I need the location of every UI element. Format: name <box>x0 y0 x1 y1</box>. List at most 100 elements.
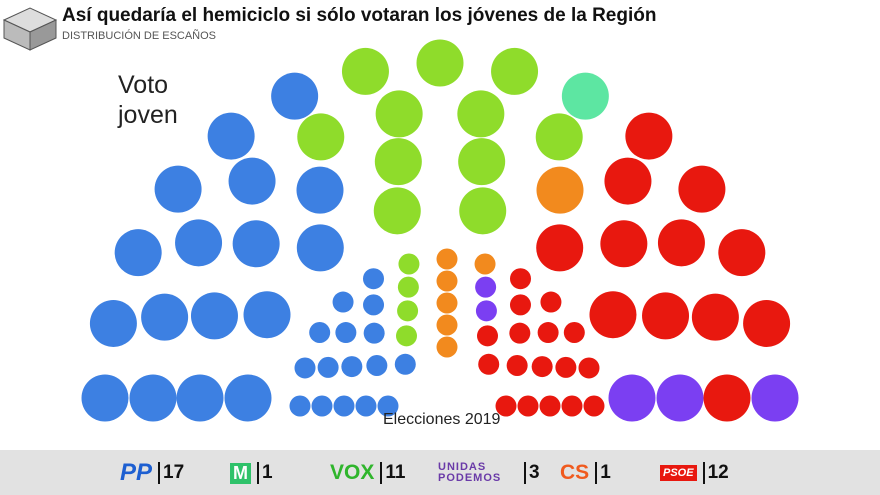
seat-count: 17 <box>158 462 184 484</box>
party-logo: VOX <box>330 461 375 484</box>
seat <box>114 229 162 277</box>
party-logo: PP <box>120 459 153 486</box>
chart <box>2 7 799 422</box>
seat <box>531 356 553 378</box>
seat <box>474 253 496 275</box>
seat-count: 11 <box>380 462 405 484</box>
seat <box>509 294 531 316</box>
seat <box>271 72 319 120</box>
seat <box>294 357 316 379</box>
seat <box>536 224 584 272</box>
seat <box>396 325 417 347</box>
seat <box>141 293 189 341</box>
seat <box>366 355 388 376</box>
seat <box>363 268 384 290</box>
legend-item: CS 1 <box>560 458 611 488</box>
seat <box>578 357 600 379</box>
seat <box>477 325 498 347</box>
seat <box>176 374 224 422</box>
seat <box>154 165 202 213</box>
seat <box>743 299 791 347</box>
seat <box>175 219 223 267</box>
legend: PP 17 VOX 11 M 1 CS 1 PSOE 12 UNIDAS PODEMOS 3 <box>0 450 880 495</box>
seat-count: 1 <box>595 462 611 484</box>
seat <box>561 72 609 120</box>
legend-item: VOX 11 <box>330 458 405 488</box>
seat <box>375 90 423 138</box>
seat <box>517 395 539 417</box>
seat <box>317 356 339 378</box>
party-logo: CS <box>560 461 590 484</box>
seat-count: 1 <box>257 462 273 484</box>
seat <box>228 157 276 205</box>
seat <box>363 294 385 316</box>
seat <box>509 322 531 344</box>
seat <box>436 336 458 358</box>
seat <box>129 374 177 422</box>
seat <box>341 47 389 95</box>
seat <box>475 300 497 322</box>
seat <box>394 353 416 375</box>
chart-label: Elecciones 2019 <box>383 411 501 428</box>
seat-count: 3 <box>524 462 540 484</box>
party-logo: UNIDAS PODEMOS <box>438 461 502 484</box>
seat <box>457 90 505 138</box>
seat <box>207 112 255 160</box>
seat <box>311 395 333 417</box>
seat <box>377 395 399 417</box>
seat <box>561 395 583 417</box>
seat <box>491 47 539 95</box>
seat <box>540 291 562 313</box>
seat <box>537 322 559 344</box>
party-logo: M <box>230 462 251 484</box>
seat <box>296 224 344 272</box>
legend-item: PSOE 12 <box>660 458 729 488</box>
seat <box>535 113 583 161</box>
seat <box>416 39 464 87</box>
seat <box>436 248 458 270</box>
legend-item: UNIDAS PODEMOS 3 <box>438 458 540 488</box>
seat <box>691 293 739 341</box>
seat-count: 12 <box>702 462 729 484</box>
seat <box>478 353 500 375</box>
seat <box>374 138 422 186</box>
seat <box>600 220 648 268</box>
seat <box>604 157 652 205</box>
party-logo: PSOE <box>660 465 697 481</box>
seat <box>436 270 458 292</box>
seat <box>458 138 506 186</box>
seat <box>296 166 344 214</box>
seat <box>555 356 577 378</box>
ballot-icon <box>2 7 58 51</box>
seat <box>642 292 690 340</box>
legend-item: PP 17 <box>120 458 184 488</box>
seat <box>373 187 421 235</box>
seat <box>289 395 311 417</box>
seat <box>397 276 419 298</box>
seat <box>475 276 497 298</box>
seat <box>608 374 656 422</box>
seat <box>506 355 528 376</box>
seat <box>539 395 561 417</box>
seat <box>397 300 419 322</box>
seat <box>232 220 280 268</box>
seat <box>190 292 238 340</box>
seat <box>398 253 420 275</box>
seat <box>81 374 129 422</box>
seat <box>718 229 766 277</box>
subtitle: DISTRIBUCIÓN DE ESCAÑOS <box>62 30 217 42</box>
title: Así quedaría el hemiciclo si sólo votara… <box>62 5 657 26</box>
seat <box>589 291 637 339</box>
seat <box>89 299 137 347</box>
chart-label: Voto joven <box>118 71 178 129</box>
seat <box>335 322 357 344</box>
seat <box>341 356 363 378</box>
seat <box>751 374 799 422</box>
seat <box>333 395 355 417</box>
seat <box>536 166 584 214</box>
seat <box>703 374 751 422</box>
seat <box>657 219 705 267</box>
seat <box>309 322 331 343</box>
